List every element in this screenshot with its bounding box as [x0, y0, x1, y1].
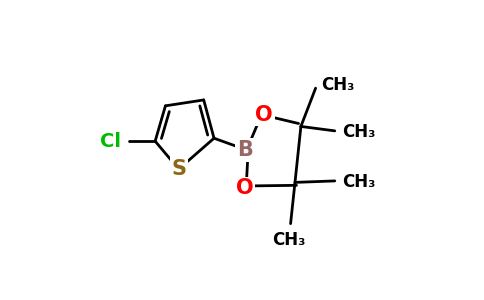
- Text: CH₃: CH₃: [272, 231, 306, 249]
- Text: S: S: [171, 159, 186, 179]
- Text: O: O: [236, 178, 254, 198]
- Text: Cl: Cl: [100, 132, 121, 151]
- Text: CH₃: CH₃: [342, 123, 376, 141]
- Text: B: B: [237, 140, 253, 160]
- Text: CH₃: CH₃: [342, 173, 376, 191]
- Text: O: O: [255, 105, 273, 125]
- Text: CH₃: CH₃: [321, 76, 355, 94]
